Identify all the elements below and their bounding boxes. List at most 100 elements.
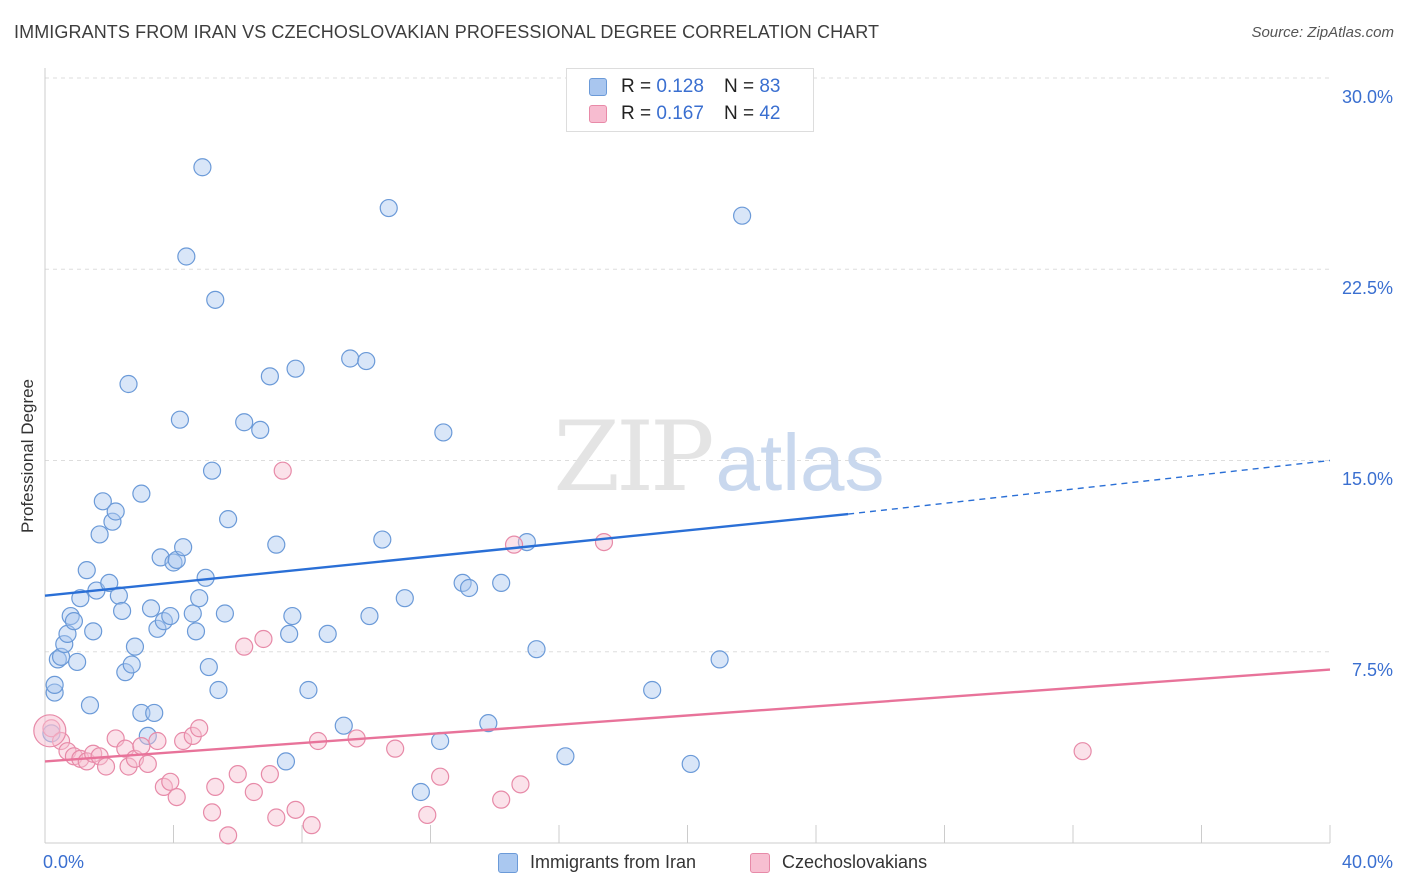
point-iran	[267, 535, 286, 554]
point-iran	[190, 589, 209, 608]
legend-item-czech[interactable]: Czechoslovakians	[750, 852, 927, 873]
legend-row-iran: R = 0.128 N = 83	[589, 76, 780, 98]
point-iran	[186, 622, 206, 641]
point-czech	[202, 803, 222, 822]
legend-r-value: 0.167	[656, 103, 704, 124]
point-iran	[68, 652, 87, 672]
point-iran	[710, 650, 729, 669]
y-tick-7-5: 7.5%	[1351, 660, 1393, 680]
point-iran	[411, 782, 430, 802]
point-iran	[357, 351, 376, 371]
point-iran	[283, 606, 302, 626]
point-czech	[219, 826, 238, 845]
point-iran	[90, 525, 109, 544]
legend-swatch-iran	[589, 78, 607, 96]
legend-r-value: 0.128	[656, 76, 704, 97]
x-tick-min: 0.0%	[43, 852, 85, 872]
legend-r-label: R =	[621, 76, 652, 97]
legend-swatch-czech	[750, 852, 770, 873]
y-tick-15: 15.0%	[1341, 469, 1393, 489]
point-czech	[228, 765, 247, 784]
point-iran	[80, 696, 100, 715]
point-iran	[318, 624, 337, 644]
point-iran	[100, 573, 119, 593]
point-czech	[267, 808, 286, 827]
point-iran	[174, 538, 193, 557]
point-czech	[174, 731, 193, 751]
point-iran	[286, 359, 305, 378]
watermark-atlas: atlas	[716, 418, 885, 507]
point-iran	[199, 657, 218, 677]
point-iran	[235, 413, 254, 432]
point-iran	[119, 374, 138, 394]
trend-line-iran-projection	[848, 459, 1331, 515]
point-iran	[360, 606, 379, 626]
point-czech	[190, 719, 209, 738]
chart-title: IMMIGRANTS FROM IRAN VS CZECHOSLOVAKIAN …	[14, 22, 880, 42]
point-iran	[193, 158, 212, 177]
point-iran	[341, 349, 360, 368]
grid	[45, 77, 1330, 653]
point-iran	[55, 634, 74, 654]
point-iran	[45, 675, 64, 695]
point-czech	[235, 637, 254, 656]
point-czech	[138, 754, 157, 774]
point-iran	[492, 573, 511, 593]
point-iran	[681, 754, 700, 774]
point-iran	[112, 601, 132, 621]
point-iran	[276, 752, 296, 771]
point-iran	[61, 606, 80, 626]
point-iran	[132, 703, 151, 723]
point-iran	[479, 714, 498, 733]
point-iran	[64, 612, 84, 631]
point-czech	[244, 782, 263, 802]
point-iran	[145, 703, 164, 723]
point-czech	[161, 772, 180, 791]
trend-line-iran	[44, 512, 849, 597]
point-iran	[122, 655, 141, 674]
point-czech-cluster	[33, 714, 67, 748]
legend-item-iran[interactable]: Immigrants from Iran	[498, 852, 696, 873]
point-iran	[219, 510, 238, 529]
point-iran	[379, 198, 398, 218]
point-iran	[733, 206, 752, 225]
point-iran	[138, 726, 157, 746]
point-czech	[511, 775, 530, 794]
point-iran	[556, 747, 575, 766]
point-iran	[106, 502, 125, 521]
point-iran	[206, 290, 225, 309]
point-iran	[132, 484, 151, 503]
legend-row-czech: R = 0.167 N = 42	[589, 103, 780, 125]
point-iran	[373, 530, 392, 549]
point-czech	[504, 535, 524, 554]
point-iran	[183, 604, 202, 623]
point-iran	[527, 640, 546, 659]
point-iran	[103, 512, 122, 531]
point-czech	[594, 532, 614, 552]
source-label: Source: ZipAtlas.com	[1251, 24, 1394, 41]
point-iran	[164, 553, 183, 572]
correlation-legend: R = 0.128 N = 83 R = 0.167 N = 42	[566, 68, 814, 132]
point-iran	[77, 561, 96, 580]
legend-n-label: N =	[723, 76, 755, 97]
series-czech-points	[33, 461, 1092, 845]
watermark-zip: ZIP	[553, 401, 712, 513]
legend-n-label: N =	[723, 103, 755, 124]
watermark: ZIP atlas	[553, 401, 884, 513]
point-iran	[71, 589, 90, 608]
point-iran	[334, 716, 353, 735]
point-iran	[459, 578, 479, 598]
point-iran	[84, 622, 103, 641]
point-czech	[418, 805, 437, 825]
point-czech	[302, 816, 321, 835]
legend-swatch-czech	[589, 105, 607, 123]
point-czech	[96, 757, 116, 776]
point-iran	[45, 683, 64, 702]
point-iran	[125, 637, 145, 656]
point-iran	[170, 410, 190, 429]
legend-label-czech: Czechoslovakians	[782, 852, 928, 872]
trend-line-czech	[44, 668, 1331, 763]
series-legend: Immigrants from Iran Czechoslovakians	[0, 852, 1406, 878]
point-czech	[286, 800, 305, 819]
point-czech	[492, 790, 511, 809]
